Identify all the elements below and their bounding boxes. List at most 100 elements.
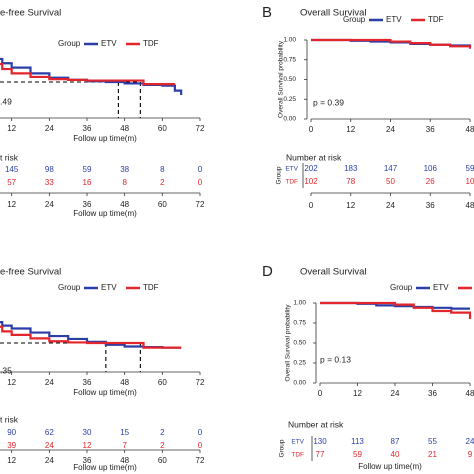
survival-curve xyxy=(0,57,183,95)
risk-x-tick-label: 12 xyxy=(346,201,355,210)
risk-x-tick-label: 24 xyxy=(386,201,395,210)
risk-count: 87 xyxy=(391,437,400,446)
risk-count: 59 xyxy=(466,164,474,173)
legend-label: ETV xyxy=(101,283,117,292)
risk-x-axis-label: Follow up time(m) xyxy=(73,463,137,472)
x-tick-label: 48 xyxy=(120,124,129,133)
risk-count: 57 xyxy=(7,178,16,187)
risk-count: 183 xyxy=(344,164,358,173)
risk-x-tick-label: 24 xyxy=(45,200,54,209)
legend-label: TDF xyxy=(428,15,444,24)
risk-count: 12 xyxy=(83,441,92,450)
risk-count: 8 xyxy=(122,178,127,187)
chart-title: Overall Survival xyxy=(300,267,367,278)
risk-count: 50 xyxy=(386,177,395,186)
risk-count: 0 xyxy=(198,178,203,187)
x-tick-label: 72 xyxy=(196,124,205,133)
risk-count: 30 xyxy=(83,428,92,437)
x-tick-label: 24 xyxy=(45,378,54,387)
risk-x-tick-label: 36 xyxy=(83,200,92,209)
chart-title: e-free Survival xyxy=(0,267,61,278)
risk-count: 102 xyxy=(304,177,318,186)
risk-count: 59 xyxy=(353,450,362,459)
chart-title: e-free Survival xyxy=(0,8,61,19)
risk-count: 15 xyxy=(120,428,129,437)
legend-title: Group xyxy=(58,39,81,48)
panel-label: B xyxy=(262,4,272,21)
risk-count: 145 xyxy=(5,165,19,174)
risk-count: 8 xyxy=(160,165,165,174)
risk-x-tick-label: 60 xyxy=(158,456,167,465)
x-tick-label: 12 xyxy=(353,389,362,398)
y-tick-label: 0.00 xyxy=(293,380,306,387)
risk-count: 33 xyxy=(45,178,54,187)
y-tick-label: 0.00 xyxy=(283,116,296,123)
risk-count: 9 xyxy=(468,450,473,459)
x-tick-label: 60 xyxy=(158,378,167,387)
risk-count: 2 xyxy=(160,178,165,187)
risk-group-label: Group xyxy=(279,439,286,457)
legend-label: ETV xyxy=(386,15,402,24)
risk-row-name: ETV xyxy=(285,166,298,173)
risk-count: 130 xyxy=(313,437,327,446)
risk-count: 39 xyxy=(7,441,16,450)
risk-x-tick-label: 48 xyxy=(466,201,474,210)
risk-count: 90 xyxy=(7,428,16,437)
p-value: .35 xyxy=(0,365,12,375)
risk-count: 78 xyxy=(346,177,355,186)
risk-count: 113 xyxy=(351,437,364,446)
x-tick-label: 48 xyxy=(466,389,474,398)
risk-count: 26 xyxy=(426,177,435,186)
x-tick-label: 48 xyxy=(120,378,129,387)
y-tick-label: 0.25 xyxy=(293,360,306,367)
x-axis-label: Follow up time(m) xyxy=(73,134,137,143)
risk-count: 24 xyxy=(45,441,54,450)
y-axis-label: Overall Survival probability xyxy=(278,40,285,118)
risk-count: 10 xyxy=(466,177,474,186)
y-tick-label: 0.25 xyxy=(283,96,296,103)
legend-title: Group xyxy=(58,283,81,292)
legend-label: TDF xyxy=(143,39,159,48)
risk-title: t risk xyxy=(0,414,19,424)
risk-count: 24 xyxy=(466,437,474,446)
y-axis-label: Overall Survival probability xyxy=(285,304,292,382)
panel-label: D xyxy=(262,263,273,280)
x-tick-label: 12 xyxy=(7,378,16,387)
risk-count: 0 xyxy=(198,428,203,437)
legend-title: Group xyxy=(390,283,413,292)
y-tick-label: 1.00 xyxy=(283,37,296,44)
x-tick-label: 12 xyxy=(7,124,16,133)
risk-count: 38 xyxy=(120,165,129,174)
risk-x-tick-label: 72 xyxy=(196,456,205,465)
p-value: .49 xyxy=(0,96,12,106)
risk-x-tick-label: 12 xyxy=(7,200,16,209)
risk-x-tick-label: 36 xyxy=(426,201,435,210)
y-tick-label: 0.50 xyxy=(293,340,306,347)
risk-x-tick-label: 60 xyxy=(158,200,167,209)
x-tick-label: 24 xyxy=(386,125,395,134)
risk-x-tick-label: 24 xyxy=(45,456,54,465)
survival-curve xyxy=(0,62,175,86)
risk-count: 202 xyxy=(304,164,318,173)
y-tick-label: 0.75 xyxy=(283,56,296,63)
survival-curve xyxy=(0,321,182,349)
risk-row-name: TDF xyxy=(291,452,304,459)
p-value: p = 0.39 xyxy=(313,97,344,107)
risk-row-name: ETV xyxy=(291,439,304,446)
y-tick-label: 1.00 xyxy=(293,300,306,307)
risk-count: 0 xyxy=(198,165,203,174)
survival-curve xyxy=(0,325,182,349)
x-axis-label: Follow up time(m) xyxy=(73,388,137,397)
risk-count: 55 xyxy=(428,437,437,446)
legend-label: ETV xyxy=(433,283,449,292)
risk-count: 98 xyxy=(45,165,54,174)
risk-count: 2 xyxy=(160,441,165,450)
risk-count: 0 xyxy=(198,441,203,450)
risk-count: 21 xyxy=(428,450,437,459)
risk-title: Number at risk xyxy=(288,419,344,429)
risk-x-tick-label: 36 xyxy=(83,456,92,465)
risk-x-axis-label: Follow up time(m) xyxy=(358,462,422,471)
risk-x-tick-label: 12 xyxy=(7,456,16,465)
legend-title: Group xyxy=(343,15,366,24)
survival-curve xyxy=(311,38,472,49)
